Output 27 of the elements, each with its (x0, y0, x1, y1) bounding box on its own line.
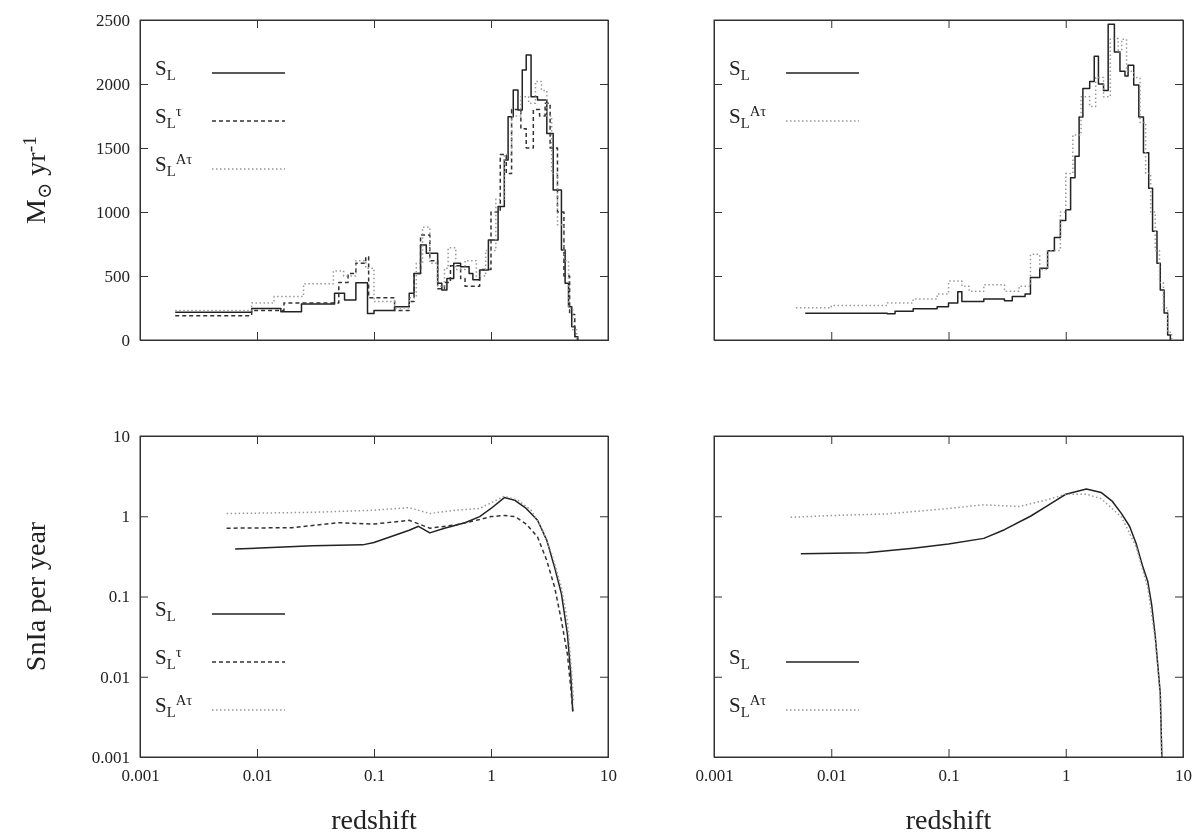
x-tick-label: 0.01 (242, 766, 273, 786)
y-tick-label: 1000 (96, 202, 130, 222)
x-tick-label: 0.01 (816, 766, 847, 786)
x-tick-label: 0.001 (695, 766, 734, 786)
y-tick-label: 0.01 (100, 667, 130, 687)
y-tick-label: 1500 (96, 138, 130, 158)
x-tick-label: 0.1 (363, 766, 386, 786)
x-tick-label: 10 (600, 766, 617, 786)
y-axis-title: SnIa per year (20, 521, 51, 672)
legend-label: S$_{L}$ (155, 56, 176, 83)
legend-label: S$_{L}$ (155, 597, 176, 624)
x-tick-label: 10 (1175, 766, 1192, 786)
y-tick-label: 1 (121, 507, 130, 527)
legend-label: S$_{L}$ (729, 56, 750, 83)
y-tick-label: 2500 (96, 10, 130, 30)
y-tick-label: 0.1 (108, 587, 130, 607)
y-tick-label: 2000 (96, 74, 130, 94)
legend-label: S$_{L}$ (729, 645, 750, 672)
y-tick-label: 0 (121, 330, 130, 350)
y-tick-label: 0.001 (91, 747, 130, 767)
x-tick-label: 0.1 (938, 766, 960, 786)
x-tick-label: 1 (487, 766, 496, 786)
x-axis-title: redshift (905, 804, 992, 835)
y-tick-label: 10 (113, 426, 130, 446)
x-tick-label: 1 (1062, 766, 1071, 786)
x-axis-title: redshift (331, 804, 417, 835)
y-tick-label: 500 (104, 266, 130, 286)
